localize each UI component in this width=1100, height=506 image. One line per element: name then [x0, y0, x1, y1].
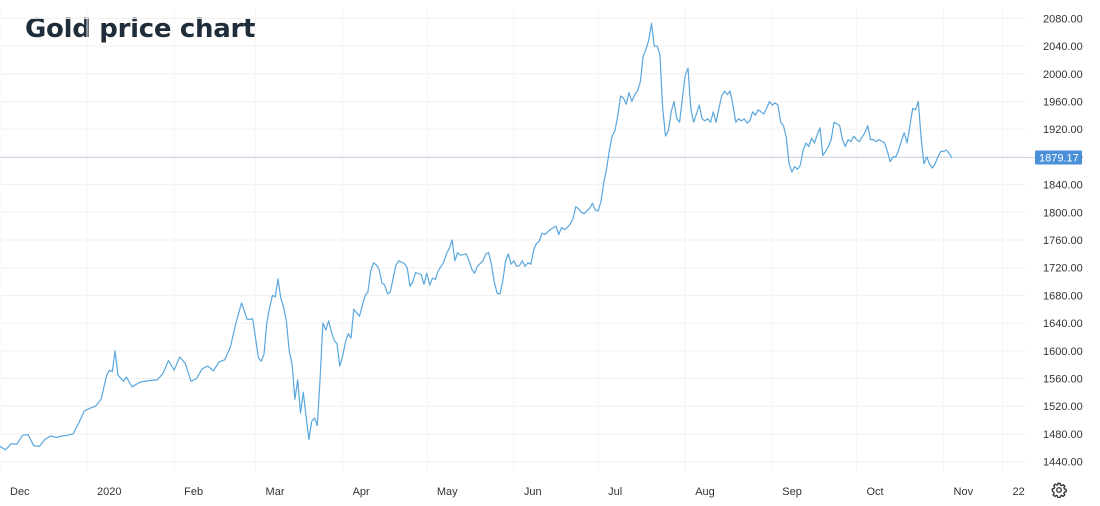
x-tick-label: Aug — [695, 486, 715, 498]
y-tick-label: 2000.00 — [1043, 69, 1083, 81]
y-axis: 1440.00 1480.00 1520.00 1560.00 1600.00 1640.… — [1043, 13, 1083, 468]
x-tick-label: Sep — [782, 486, 802, 498]
y-tick-label: 1720.00 — [1043, 263, 1083, 275]
x-tick-label: Jun — [524, 486, 542, 498]
x-tick-label: Nov — [954, 486, 974, 498]
x-tick-label: Jul — [608, 486, 622, 498]
y-tick-label: 1840.00 — [1043, 180, 1083, 192]
last-price-tag: 1879.17 — [1035, 150, 1082, 165]
y-tick-label: 1480.00 — [1043, 429, 1083, 441]
y-tick-label: 1560.00 — [1043, 374, 1083, 386]
x-axis: Dec 2020 Feb Mar Apr May Jun Jul Aug Sep Oct Nov 22 — [10, 486, 1025, 498]
x-tick-label: Mar — [266, 486, 285, 498]
x-tick-label: Apr — [353, 486, 370, 498]
y-tick-label: 2080.00 — [1043, 13, 1083, 25]
y-tick-label: 1440.00 — [1043, 457, 1083, 469]
series-layer — [0, 22, 953, 451]
last-price-tag-background — [1035, 150, 1082, 165]
x-tick-label: Dec — [10, 486, 30, 498]
y-tick-label: 2040.00 — [1043, 41, 1083, 53]
x-tick-label: 2020 — [97, 486, 121, 498]
y-tick-label: 1760.00 — [1043, 235, 1083, 247]
grid-lines — [0, 8, 1025, 472]
y-tick-label: 1920.00 — [1043, 124, 1083, 136]
y-tick-label: 1600.00 — [1043, 346, 1083, 358]
y-tick-label: 1640.00 — [1043, 318, 1083, 330]
chart-title: Gold price chart — [25, 14, 256, 44]
last-price-label: 1879.17 — [1039, 152, 1079, 164]
x-tick-label: Oct — [867, 486, 884, 498]
price-series-line[interactable] — [0, 22, 953, 451]
settings-button[interactable] — [1049, 480, 1069, 500]
x-tick-label: May — [437, 486, 458, 498]
y-tick-label: 1520.00 — [1043, 401, 1083, 413]
y-tick-label: 1680.00 — [1043, 290, 1083, 302]
y-tick-label: 1800.00 — [1043, 207, 1083, 219]
y-tick-label: 1960.00 — [1043, 96, 1083, 108]
gear-icon — [1051, 482, 1067, 498]
x-tick-label: Feb — [184, 486, 203, 498]
x-tick-label: 22 — [1013, 486, 1025, 498]
